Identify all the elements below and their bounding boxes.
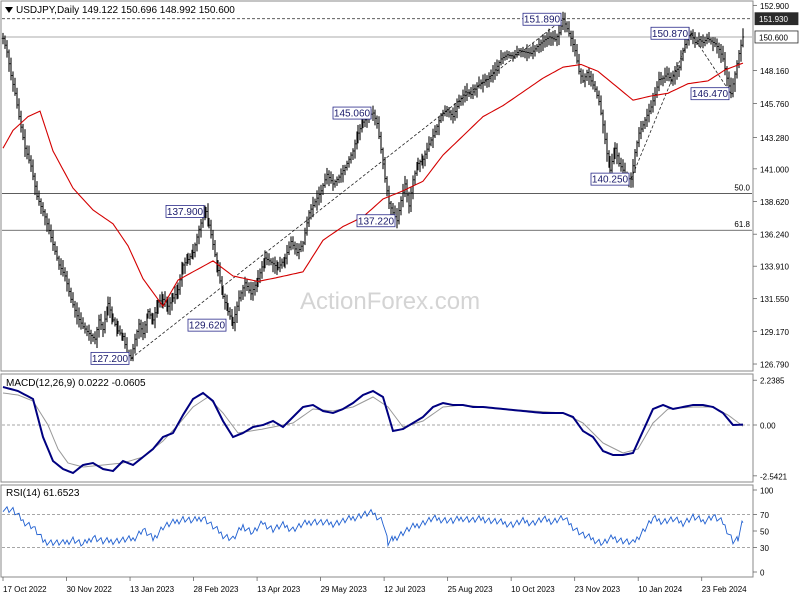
rsi-layer xyxy=(2,505,752,548)
price-label-box xyxy=(650,26,690,40)
fib-level-label: 61.8 xyxy=(734,220,750,229)
price-label: 127.200 xyxy=(92,354,129,365)
x-tick-label: 29 May 2023 xyxy=(321,585,368,594)
chart-title: USDJPY,Daily 149.122 150.696 148.992 150… xyxy=(16,5,235,16)
x-tick-label: 23 Feb 2024 xyxy=(702,585,747,594)
price-panel-frame xyxy=(0,0,754,372)
collapse-triangle-icon xyxy=(5,7,13,13)
price-tag-label: 151.930 xyxy=(759,15,788,24)
macd-layer xyxy=(2,386,752,475)
x-tick-label: 13 Apr 2023 xyxy=(257,585,301,594)
x-tick-label: 10 Jan 2024 xyxy=(638,585,683,594)
rsi-y-tick-label: 50 xyxy=(760,528,769,537)
price-y-tick-label: 126.790 xyxy=(760,361,789,370)
x-tick-label: 25 Aug 2023 xyxy=(448,585,493,594)
price-label: 146.470 xyxy=(692,89,729,100)
price-label-box xyxy=(690,87,730,101)
macd-y-tick-label: 2.2385 xyxy=(760,377,785,386)
price-tag-label: 150.600 xyxy=(759,33,788,42)
rsi-y-tick-label: 100 xyxy=(760,487,774,496)
price-layer: 50.0 61.8 151.890 150.870 146.470 145.060 140.… xyxy=(1,11,752,365)
price-y-tick-label: 141.000 xyxy=(760,165,789,174)
price-y-tick-label: 152.900 xyxy=(760,2,789,11)
price-label: 151.890 xyxy=(524,15,561,26)
price-label: 137.220 xyxy=(358,216,395,227)
rsi-y-tick-label: 30 xyxy=(760,544,769,553)
price-label-box xyxy=(590,172,630,186)
price-y-tick-label: 138.620 xyxy=(760,198,789,207)
x-tick-label: 10 Oct 2023 xyxy=(511,585,555,594)
price-label: 129.620 xyxy=(189,321,226,332)
price-y-tick-label: 143.280 xyxy=(760,134,789,143)
price-y-tick-label: 131.550 xyxy=(760,295,789,304)
macd-line xyxy=(2,386,743,475)
x-tick-label: 12 Jul 2023 xyxy=(384,585,426,594)
price-label: 145.060 xyxy=(334,109,371,120)
price-label: 150.870 xyxy=(652,29,689,40)
price-bars xyxy=(1,11,745,362)
price-tag-box xyxy=(754,30,799,44)
macd-y-tick-label: 0.00 xyxy=(760,422,776,431)
moving-average-line xyxy=(2,62,744,308)
price-label-box xyxy=(90,351,130,365)
rsi-y-tick-label: 0 xyxy=(760,569,765,578)
price-label-box xyxy=(165,205,205,218)
macd-panel-frame xyxy=(0,373,754,483)
rsi-label: RSI(14) 61.6523 xyxy=(6,488,80,499)
price-label-box xyxy=(356,214,396,228)
price-y-tick-label: 148.160 xyxy=(760,67,789,76)
price-label: 137.900 xyxy=(167,207,204,218)
chart-header: USDJPY,Daily 149.122 150.696 148.992 150… xyxy=(5,5,235,16)
price-tag-box xyxy=(754,12,799,26)
fib-level-label: 50.0 xyxy=(734,184,750,193)
x-tick-label: 30 Nov 2022 xyxy=(67,585,113,594)
price-y-tick-label: 136.240 xyxy=(760,231,789,240)
price-label-box xyxy=(187,318,227,332)
price-label-box xyxy=(332,106,372,120)
x-tick-label: 13 Jan 2023 xyxy=(130,585,175,594)
price-y-tick-label: 145.760 xyxy=(760,100,789,109)
rsi-y-tick-label: 70 xyxy=(760,511,769,520)
rsi-line xyxy=(2,505,744,548)
price-y-tick-label: 133.910 xyxy=(760,263,789,272)
trendline xyxy=(690,33,732,94)
x-tick-label: 28 Feb 2023 xyxy=(194,585,239,594)
x-tick-label: 23 Nov 2023 xyxy=(575,585,621,594)
price-label: 140.250 xyxy=(592,175,629,186)
price-y-tick-label: 129.170 xyxy=(760,328,789,337)
macd-label: MACD(12,26,9) 0.0222 -0.0605 xyxy=(6,378,146,389)
price-label-box xyxy=(522,12,562,26)
watermark: ActionForex.com xyxy=(300,288,480,315)
x-tick-label: 17 Oct 2022 xyxy=(3,585,47,594)
macd-y-tick-label: -2.5421 xyxy=(760,472,788,481)
